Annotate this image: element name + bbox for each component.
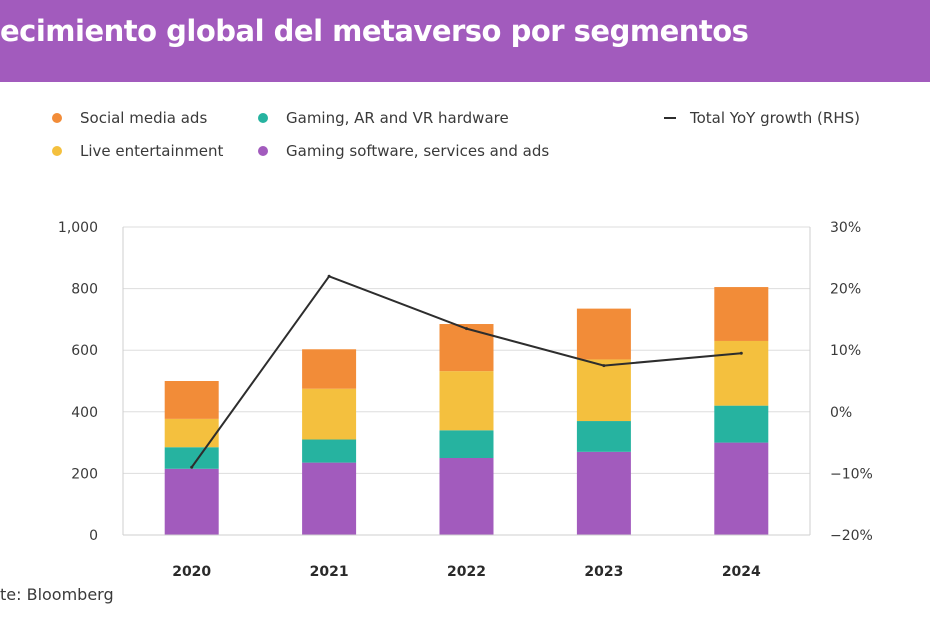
y-left-tick-label: 400 <box>71 405 98 421</box>
bar-segment <box>164 418 219 448</box>
bar-segment <box>714 405 769 443</box>
yoy-growth-point <box>190 465 194 469</box>
yoy-growth-point <box>739 351 743 355</box>
y-right-tick-label: 10% <box>830 343 861 359</box>
title-banner: ecimiento global del metaverso por segme… <box>0 0 930 82</box>
y-right-tick-label: −10% <box>830 466 873 482</box>
legend-line-swatch <box>664 117 676 119</box>
y-left-tick-label: 1,000 <box>58 220 98 236</box>
legend-label: Live entertainment <box>80 142 224 160</box>
legend-swatch <box>258 146 268 156</box>
legend-item-gaming-hardware: Gaming, AR and VR hardware <box>258 109 509 127</box>
chart-title: ecimiento global del metaverso por segme… <box>0 14 749 48</box>
legend-item-social-media-ads: Social media ads <box>52 109 207 127</box>
bar-segment <box>302 462 357 535</box>
legend-label: Total YoY growth (RHS) <box>690 109 860 127</box>
bar-segment <box>576 359 631 422</box>
x-tick-label: 2021 <box>310 564 349 580</box>
yoy-growth-point <box>465 327 468 331</box>
x-tick-label: 2022 <box>447 564 486 580</box>
bar-segment <box>439 324 494 372</box>
x-tick-label: 2020 <box>172 564 211 580</box>
legend-label: Gaming, AR and VR hardware <box>286 109 509 127</box>
bar-segment <box>439 371 494 431</box>
bar-segment <box>576 451 631 535</box>
bar-segment <box>302 388 357 440</box>
legend-label: Social media ads <box>80 109 208 127</box>
bar-segment <box>302 439 357 463</box>
y-left-tick-label: 0 <box>89 528 98 544</box>
bar-segment <box>714 442 769 535</box>
y-left-tick-label: 800 <box>71 282 98 298</box>
bar-segment <box>164 447 219 469</box>
legend-swatch <box>52 113 62 123</box>
bar-segment <box>714 287 769 341</box>
x-tick-label: 2024 <box>722 564 761 580</box>
legend-item-live-entertainment: Live entertainment <box>52 142 223 160</box>
bar-segment <box>714 340 769 406</box>
bar-segment <box>576 421 631 452</box>
yoy-growth-point <box>602 364 606 368</box>
bar-segment <box>164 468 219 535</box>
bar-segment <box>439 430 494 458</box>
legend-item-gaming-software: Gaming software, services and ads <box>258 142 549 160</box>
y-right-tick-label: 30% <box>830 220 861 236</box>
legend-item-yoy-growth: Total YoY growth (RHS) <box>664 109 860 127</box>
y-right-tick-label: 0% <box>830 405 852 421</box>
legend-swatch <box>258 113 268 123</box>
x-tick-label: 2023 <box>584 564 623 580</box>
legend-swatch <box>52 146 62 156</box>
y-left-tick-label: 200 <box>71 466 98 482</box>
yoy-growth-point <box>327 274 331 278</box>
source-note: te: Bloomberg <box>0 585 114 604</box>
y-right-tick-label: −20% <box>830 528 873 544</box>
y-right-tick-label: 20% <box>830 282 861 298</box>
bar-segment <box>302 349 357 389</box>
legend-label: Gaming software, services and ads <box>286 142 550 160</box>
bar-segment <box>164 381 219 419</box>
bar-segment <box>439 458 494 535</box>
y-left-tick-label: 600 <box>71 343 98 359</box>
bar-segment <box>576 308 631 360</box>
